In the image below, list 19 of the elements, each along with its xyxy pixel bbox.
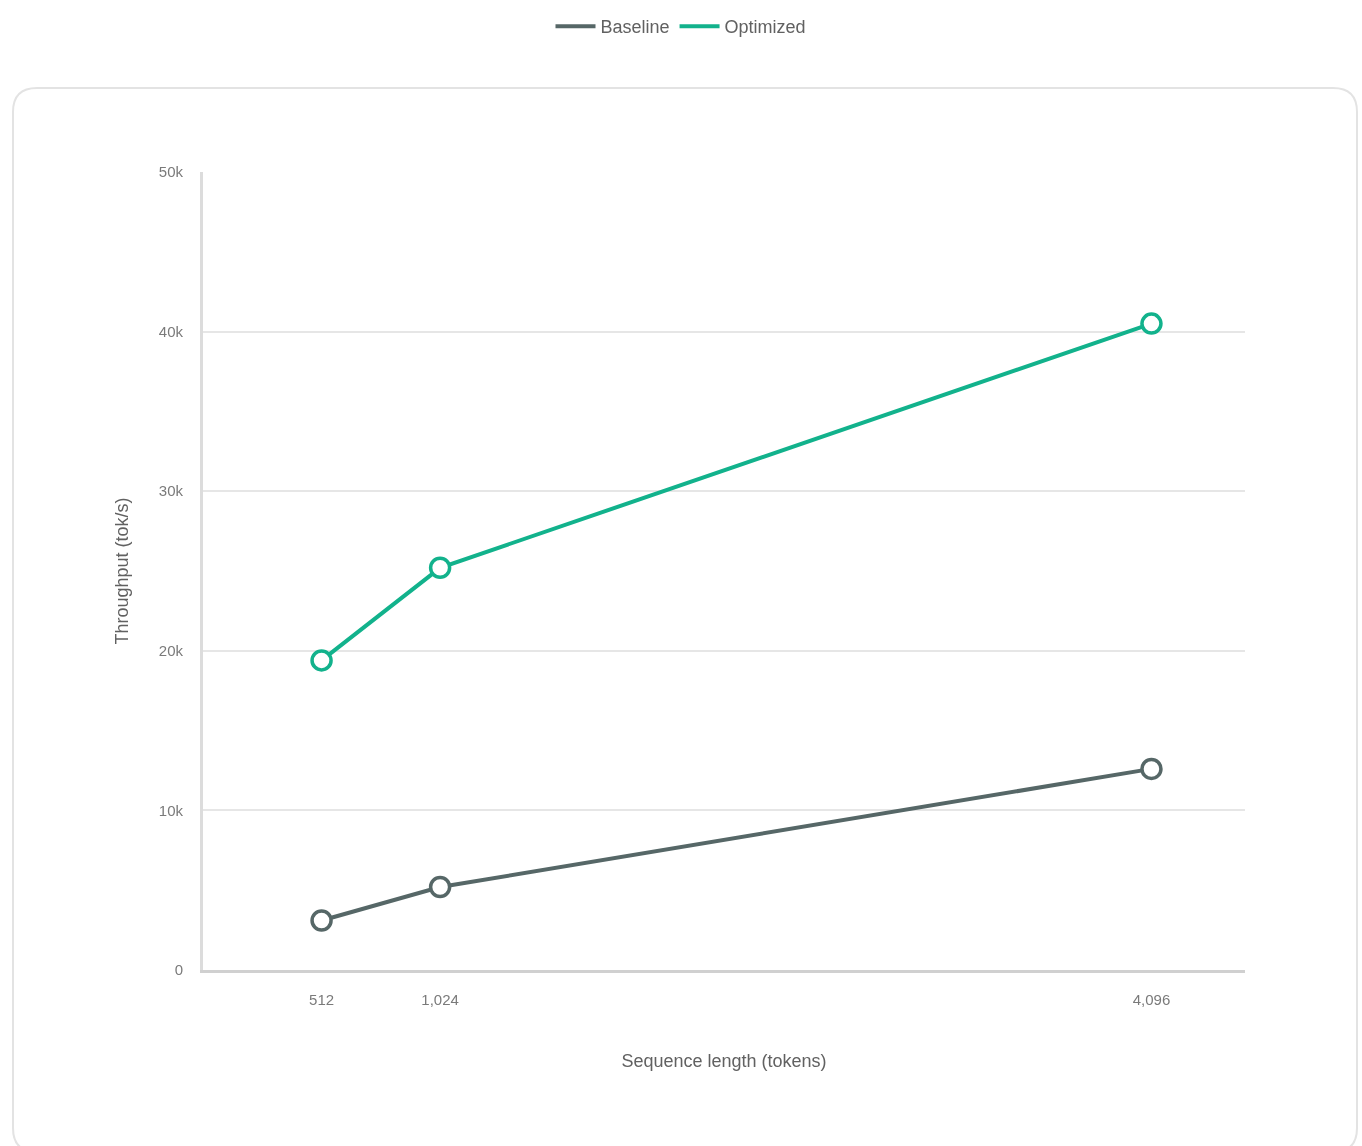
x-tick-label: 4,096 bbox=[1132, 991, 1171, 1008]
point bbox=[310, 909, 333, 932]
y-tick-label: 30k bbox=[158, 482, 184, 500]
y-axis-title: Throughput (tok/s) bbox=[112, 497, 133, 645]
point bbox=[1140, 757, 1163, 781]
y-tick-label: 10k bbox=[158, 801, 184, 819]
y-tick-label: 40k bbox=[158, 322, 184, 340]
y-tick-label: 20k bbox=[158, 642, 184, 660]
y-tick-label: 0 bbox=[174, 961, 183, 979]
x-tick-label: 512 bbox=[309, 991, 335, 1008]
point bbox=[428, 556, 452, 580]
x-tick-label: 1,024 bbox=[421, 991, 459, 1008]
y-tick-label: 50k bbox=[158, 163, 184, 181]
legend-label: Optimized bbox=[724, 17, 806, 38]
point bbox=[1140, 312, 1163, 335]
point bbox=[428, 875, 452, 899]
point bbox=[310, 649, 333, 672]
x-axis-title: Sequence length (tokens) bbox=[621, 1051, 827, 1072]
legend-label: Baseline bbox=[600, 17, 670, 38]
